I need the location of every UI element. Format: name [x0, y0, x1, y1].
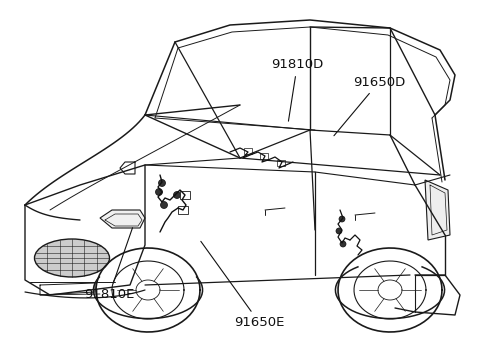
Text: 91810D: 91810D	[271, 58, 324, 121]
Ellipse shape	[35, 239, 109, 277]
Polygon shape	[178, 206, 188, 214]
Polygon shape	[425, 180, 450, 240]
Circle shape	[173, 192, 180, 199]
Circle shape	[340, 241, 346, 247]
Text: 91810E: 91810E	[84, 228, 134, 302]
Circle shape	[336, 228, 342, 234]
Circle shape	[158, 179, 166, 186]
Polygon shape	[100, 210, 145, 228]
Polygon shape	[180, 191, 190, 199]
Text: 91650D: 91650D	[334, 75, 405, 136]
Circle shape	[156, 188, 163, 195]
Polygon shape	[277, 160, 285, 166]
Circle shape	[339, 216, 345, 222]
Polygon shape	[244, 148, 252, 154]
Circle shape	[160, 201, 168, 208]
Polygon shape	[260, 153, 268, 159]
Text: 91650E: 91650E	[201, 241, 285, 329]
